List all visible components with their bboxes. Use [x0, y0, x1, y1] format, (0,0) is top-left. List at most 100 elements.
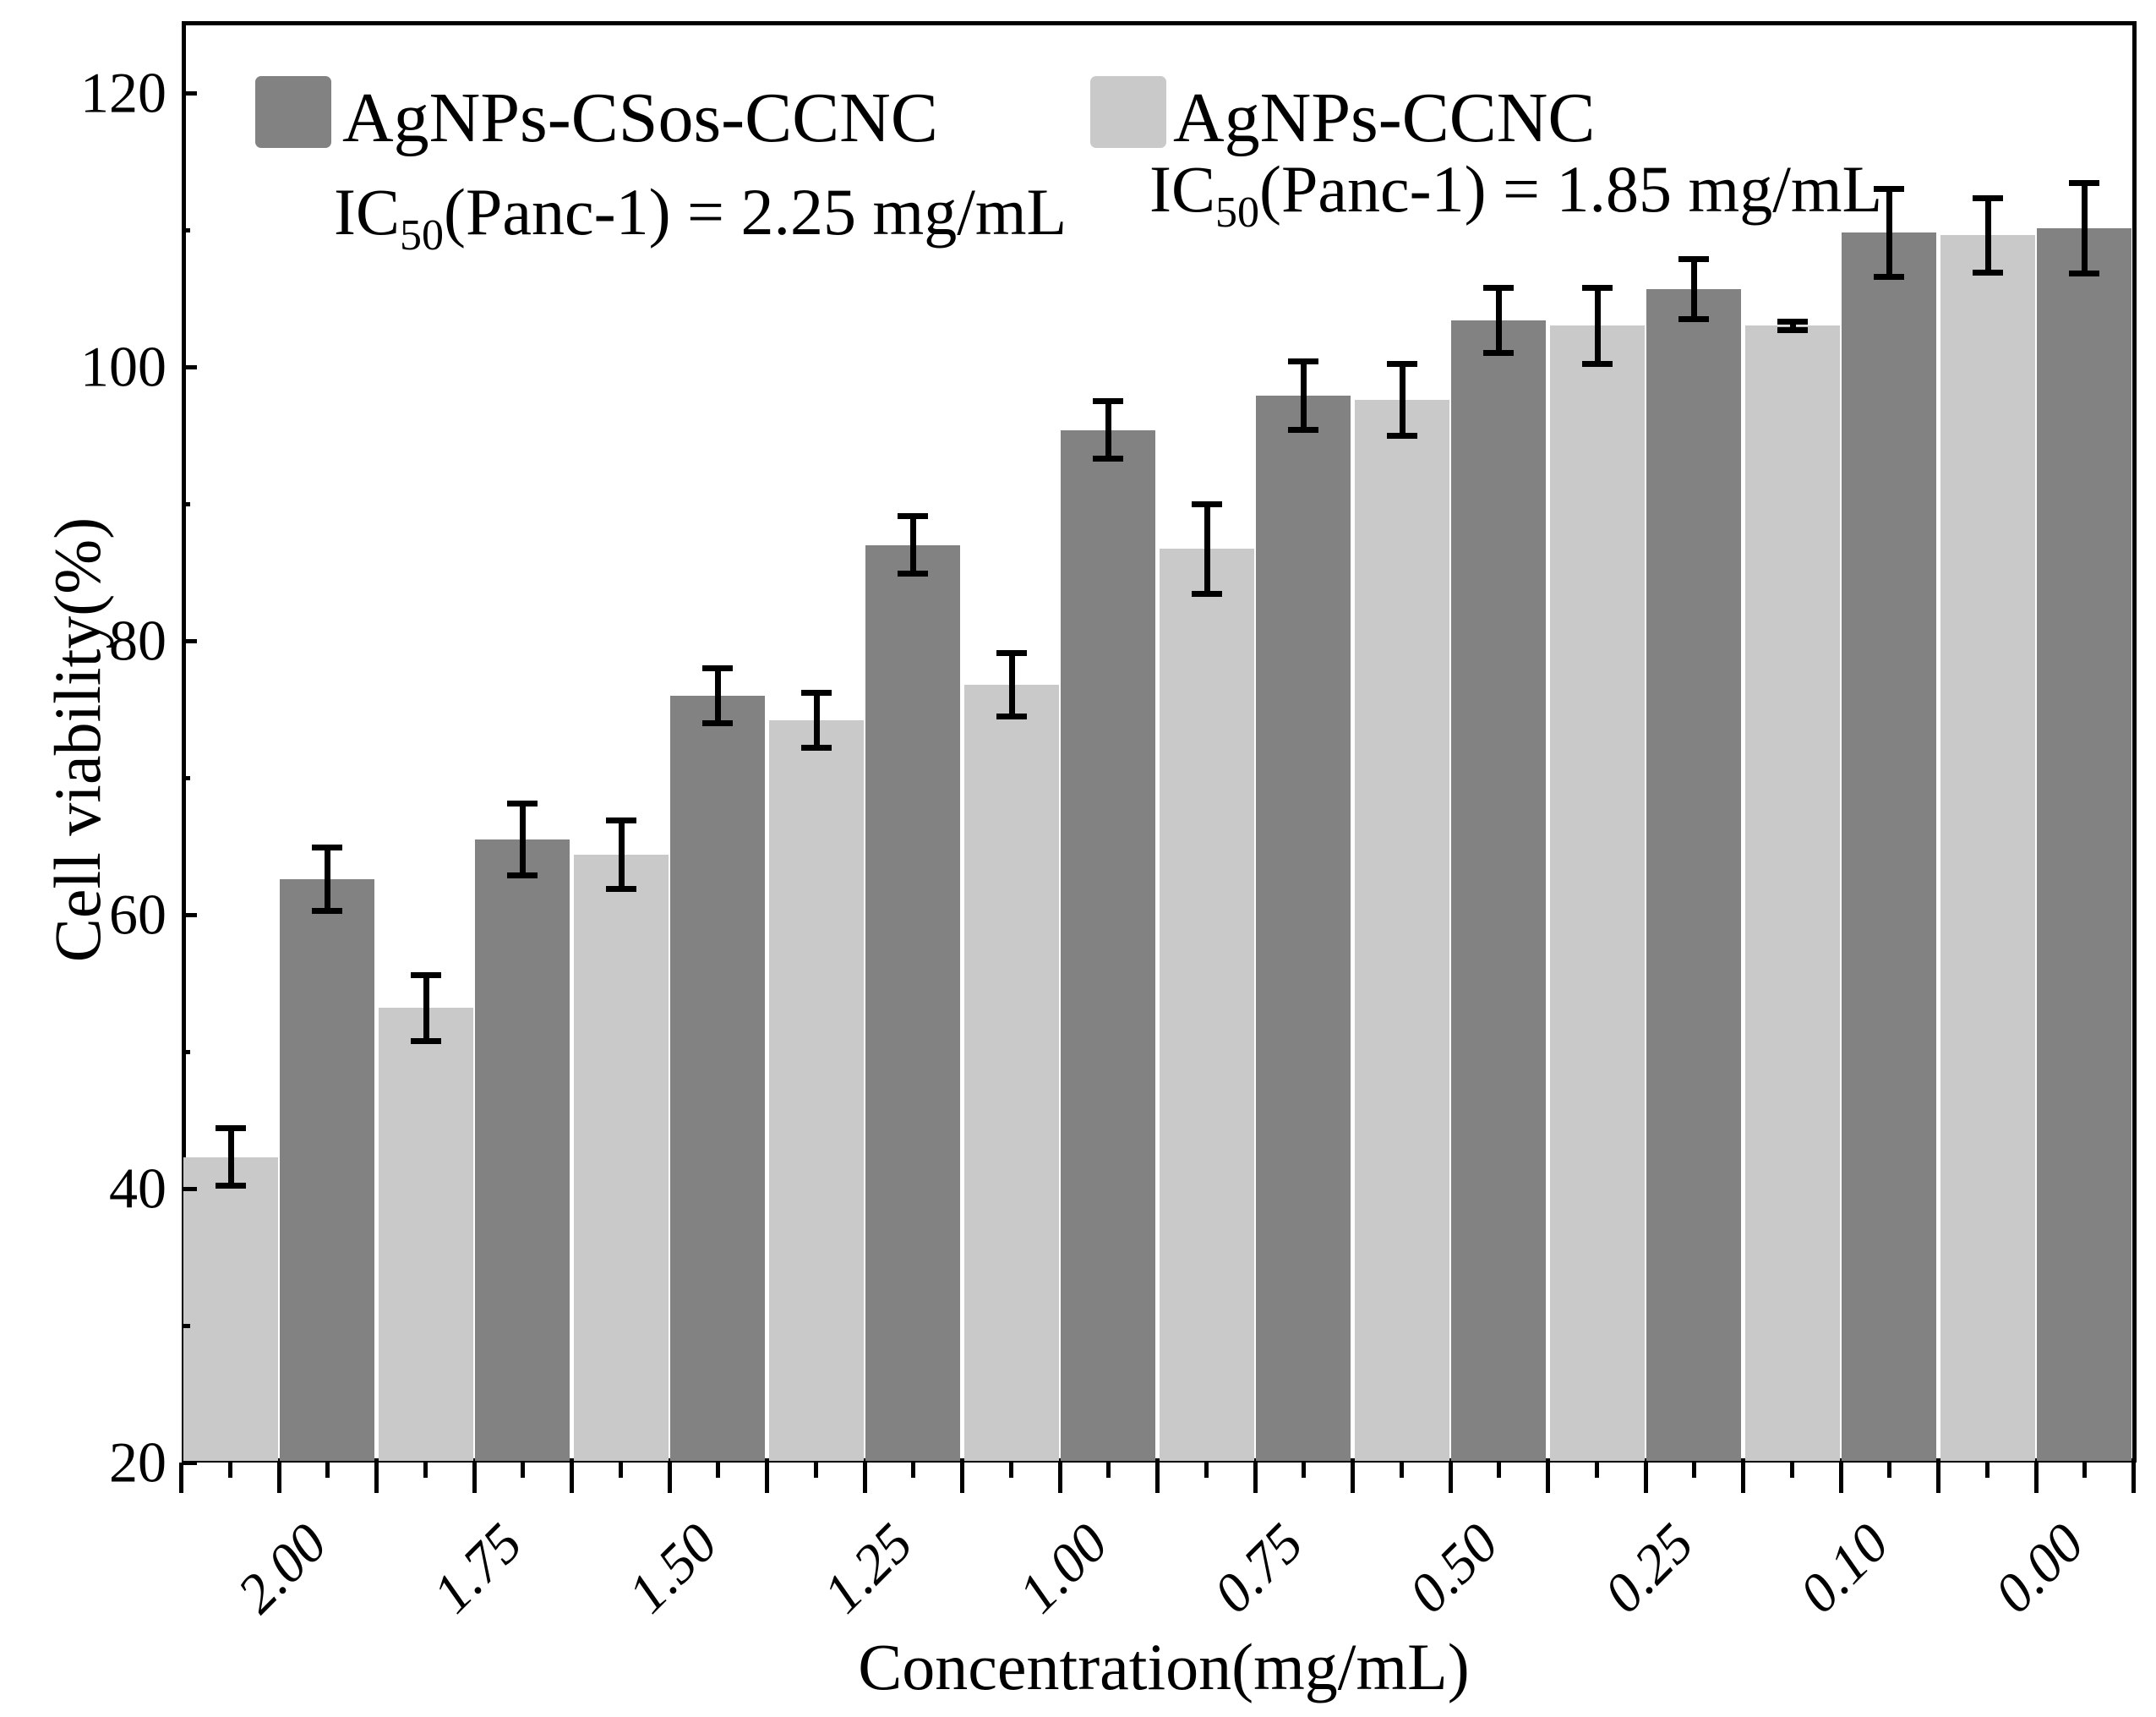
- y-tick-major: [182, 1460, 197, 1465]
- error-bar-cap-top: [1288, 358, 1318, 365]
- error-bar-line: [324, 847, 330, 911]
- error-bar-cap-bottom: [898, 571, 928, 577]
- x-tick-minor: [813, 1463, 818, 1478]
- error-bar-line: [1399, 364, 1405, 435]
- y-tick-major: [182, 638, 197, 643]
- ic50-value-text: (Panc-1) = 2.25 mg/mL: [444, 175, 1067, 249]
- error-bar-line: [2081, 183, 2088, 274]
- error-bar-cap-bottom: [1874, 273, 1904, 280]
- error-bar-cap-top: [1777, 319, 1808, 325]
- x-tick-minor: [1594, 1463, 1599, 1478]
- error-bar-line: [227, 1128, 234, 1186]
- bar-AgNPs-CCNC-0.75: [1160, 549, 1254, 1461]
- error-bar-line: [909, 516, 916, 574]
- error-bar-line: [714, 668, 721, 724]
- error-bar-cap-top: [1387, 361, 1417, 368]
- bar-AgNPs-CCNC-1.00: [964, 684, 1059, 1461]
- error-bar-cap-top: [507, 801, 538, 807]
- error-bar-cap-bottom: [1387, 432, 1417, 439]
- x-tick-minor: [1497, 1463, 1502, 1478]
- error-bar-cap-top: [1192, 500, 1222, 507]
- error-bar-cap-bottom: [507, 872, 538, 878]
- error-bar-line: [1204, 504, 1210, 594]
- y-tick-minor: [182, 1323, 190, 1328]
- x-tick-major: [1253, 1463, 1258, 1493]
- error-bar-cap-top: [996, 650, 1027, 657]
- error-bar-cap-top: [1093, 398, 1123, 404]
- y-tick-minor: [182, 501, 190, 506]
- error-bar-cap-top: [216, 1125, 246, 1132]
- x-tick-major: [667, 1463, 672, 1493]
- error-bar-cap-bottom: [1582, 361, 1613, 368]
- x-tick-minor: [423, 1463, 428, 1478]
- x-tick-minor: [2082, 1463, 2088, 1478]
- x-tick-label: 1.25: [811, 1512, 925, 1625]
- error-bar-line: [618, 820, 625, 889]
- bar-AgNPs-CCNC-0.50: [1355, 399, 1449, 1461]
- x-axis-title: Concentration(mg/mL): [858, 1630, 1470, 1703]
- x-tick-major: [765, 1463, 769, 1493]
- error-bar-cap-bottom: [1288, 427, 1318, 434]
- legend-label-light: AgNPs-CCNC: [1173, 79, 1596, 157]
- error-bar-cap-top: [1582, 284, 1613, 291]
- error-bar-cap-top: [801, 690, 832, 697]
- bar-AgNPs-CCNC-0.00: [1940, 235, 2035, 1461]
- x-tick-minor: [1399, 1463, 1404, 1478]
- x-tick-major: [1155, 1463, 1160, 1493]
- legend-ic50-dark: IC50(Panc-1) = 2.25 mg/mL: [334, 179, 1067, 258]
- y-tick-major: [182, 1186, 197, 1191]
- error-bar-cap-bottom: [1192, 591, 1222, 598]
- x-tick-major: [472, 1463, 477, 1493]
- bar-AgNPs-CCNC-0.10: [1745, 325, 1840, 1461]
- error-bar-cap-bottom: [702, 719, 733, 726]
- x-tick-major: [2131, 1463, 2136, 1493]
- error-bar-line: [813, 692, 820, 748]
- y-tick-major: [182, 90, 197, 96]
- legend-swatch-dark: [255, 76, 331, 148]
- x-tick-major: [1936, 1463, 1940, 1493]
- error-bar-line: [423, 975, 429, 1042]
- x-tick-major: [1546, 1463, 1550, 1493]
- x-tick-minor: [1692, 1463, 1697, 1478]
- x-tick-minor: [521, 1463, 526, 1478]
- bar-AgNPs-CSos-CCNC-0.10: [1842, 232, 1936, 1461]
- error-bar-cap-top: [898, 513, 928, 520]
- legend-swatch-light: [1090, 76, 1166, 148]
- error-bar-line: [1690, 259, 1697, 320]
- error-bar-cap-bottom: [2069, 271, 2099, 277]
- y-tick-major: [182, 364, 197, 369]
- x-tick-minor: [716, 1463, 721, 1478]
- x-tick-minor: [1789, 1463, 1794, 1478]
- error-bar-cap-top: [2069, 180, 2099, 187]
- bar-AgNPs-CSos-CCNC-1.00: [1061, 429, 1155, 1461]
- x-tick-major: [960, 1463, 964, 1493]
- bar-AgNPs-CCNC-0.25: [1550, 325, 1645, 1461]
- legend-ic50-light: IC50(Panc-1) = 1.85 mg/mL: [1149, 156, 1882, 235]
- error-bar-line: [1594, 287, 1601, 364]
- x-tick-minor: [227, 1463, 232, 1478]
- bar-AgNPs-CSos-CCNC-0.75: [1256, 396, 1351, 1461]
- x-tick-major: [374, 1463, 379, 1493]
- bar-AgNPs-CSos-CCNC-1.75: [475, 839, 570, 1461]
- y-tick-minor: [182, 775, 190, 780]
- bar-AgNPs-CCNC-1.75: [379, 1008, 473, 1461]
- ic50-value-text: (Panc-1) = 1.85 mg/mL: [1259, 152, 1883, 226]
- error-bar-line: [1105, 401, 1111, 459]
- x-tick-minor: [1204, 1463, 1209, 1478]
- error-bar-cap-top: [312, 845, 342, 851]
- x-tick-label: 0.25: [1592, 1512, 1706, 1625]
- error-bar-cap-top: [1874, 185, 1904, 192]
- error-bar-line: [1984, 198, 1991, 273]
- bar-AgNPs-CCNC-2.00: [183, 1157, 278, 1461]
- ic50-prefix: IC: [334, 175, 400, 249]
- legend-label-dark: AgNPs-CSos-CCNC: [342, 79, 938, 157]
- y-tick-label: 60: [109, 882, 166, 947]
- y-tick-minor: [182, 227, 190, 232]
- x-tick-major: [862, 1463, 867, 1493]
- bar-AgNPs-CCNC-1.50: [574, 854, 669, 1461]
- ic50-subscript: 50: [400, 211, 444, 260]
- error-bar-cap-bottom: [312, 907, 342, 914]
- x-tick-major: [1643, 1463, 1648, 1493]
- x-tick-major: [1741, 1463, 1745, 1493]
